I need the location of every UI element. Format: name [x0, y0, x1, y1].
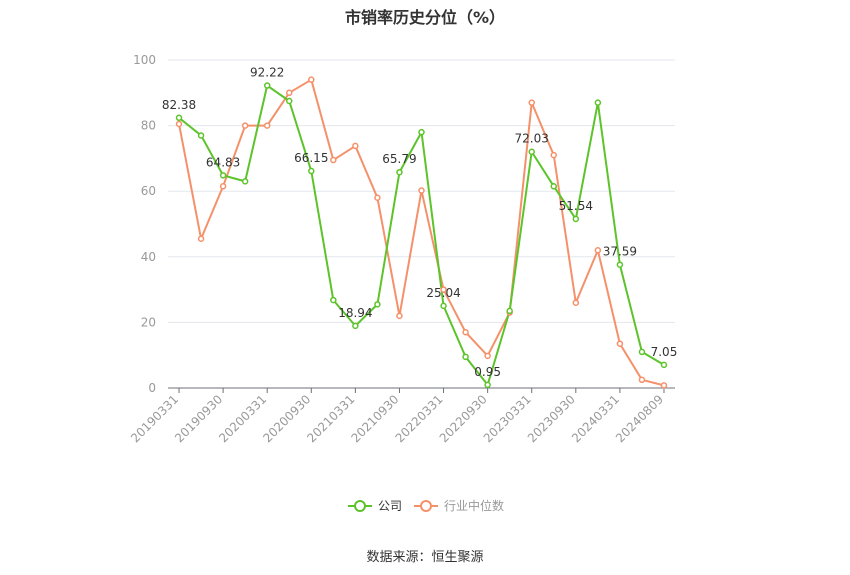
data-label: 72.03: [515, 132, 549, 146]
industry-point: [219, 183, 227, 190]
x-tick-label: 20240809: [613, 392, 666, 445]
industry-point: [484, 352, 491, 360]
company-point: [594, 99, 602, 106]
data-label: 66.15: [294, 151, 328, 165]
industry-point: [263, 122, 271, 129]
industry-point: [418, 187, 425, 194]
industry-point: [462, 328, 469, 336]
y-tick-label: 0: [148, 381, 156, 395]
axes: 0204060801002019033120190930202003312020…: [128, 53, 675, 445]
industry-point: [197, 235, 205, 243]
company-point: [484, 381, 491, 389]
y-tick-label: 80: [141, 119, 156, 133]
industry-point: [241, 122, 249, 129]
legend-item-company: 公司: [348, 499, 402, 513]
industry-point: [440, 286, 447, 293]
industry-point: [638, 376, 646, 384]
data-label: 25.04: [426, 286, 460, 300]
industry-point: [352, 142, 359, 150]
industry-point: [572, 299, 580, 306]
industry-point: [308, 76, 315, 83]
data-label: 0.95: [474, 365, 501, 379]
legend-label: 行业中位数: [444, 498, 504, 513]
company-point: [572, 215, 580, 223]
company-point: [660, 361, 668, 369]
series-points: [175, 76, 668, 389]
industry-point: [374, 194, 381, 202]
legend-label: 公司: [378, 499, 402, 513]
industry-point: [550, 151, 558, 159]
data-label: 18.94: [338, 306, 372, 320]
company-point: [506, 307, 513, 315]
data-label: 51.54: [559, 199, 593, 213]
company-point: [396, 168, 403, 176]
y-tick-label: 100: [133, 53, 156, 67]
company-point: [175, 114, 183, 122]
company-point: [616, 261, 624, 268]
legend-marker: [420, 500, 432, 512]
data-source: 数据来源：恒生聚源: [366, 550, 484, 565]
y-tick-label: 60: [141, 184, 156, 198]
data-label: 7.05: [651, 345, 678, 359]
industry-point: [616, 340, 624, 347]
industry-point: [396, 312, 403, 320]
company-point: [285, 97, 293, 105]
industry-point: [175, 120, 183, 128]
company-point: [219, 172, 227, 179]
company-point: [330, 296, 337, 304]
legend-item-industry: 行业中位数: [414, 498, 504, 513]
industry-point: [528, 99, 535, 106]
company-point: [550, 183, 558, 190]
company-point: [241, 178, 249, 185]
legend-marker: [354, 500, 366, 512]
company-point: [197, 132, 205, 139]
company-point: [638, 348, 646, 356]
data-label: 37.59: [603, 245, 637, 259]
data-label: 65.79: [382, 152, 416, 166]
data-label: 64.83: [206, 155, 240, 169]
company-point: [374, 301, 381, 308]
company-point: [308, 167, 315, 175]
company-point: [462, 353, 469, 361]
industry-point: [660, 382, 668, 389]
company-point: [352, 322, 359, 330]
legend: 公司 行业中位数: [348, 498, 504, 513]
company-point: [418, 128, 425, 136]
data-labels: 82.38 64.83 92.22 66.15 18.94 65.79 25.04 0.95 7…: [162, 66, 677, 379]
y-tick-label: 20: [141, 315, 156, 329]
company-point: [440, 302, 447, 310]
company-point: [528, 148, 535, 155]
company-point: [263, 82, 271, 89]
industry-point: [285, 89, 293, 97]
y-tick-label: 40: [141, 250, 156, 264]
data-label: 82.38: [162, 98, 196, 112]
data-label: 92.22: [250, 66, 284, 80]
chart-title: 市销率历史分位（%）: [344, 8, 506, 27]
industry-point: [330, 156, 337, 164]
industry-point: [594, 246, 602, 254]
